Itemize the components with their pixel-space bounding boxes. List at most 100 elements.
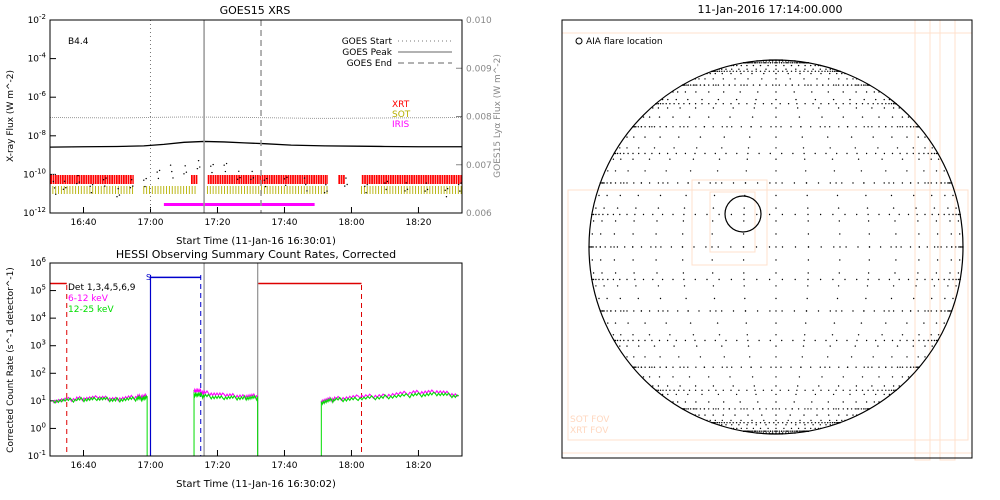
hessi-xtick-label: 17:20	[205, 461, 231, 471]
latitude-grid-dot	[730, 103, 732, 105]
longitude-grid-dot	[838, 220, 840, 222]
longitude-grid-dot	[640, 182, 643, 184]
longitude-grid-dot	[827, 91, 829, 93]
longitude-grid-dot	[718, 158, 721, 160]
longitude-grid-dot	[930, 334, 932, 336]
latitude-grid-dot	[777, 70, 779, 73]
latitude-grid-dot	[794, 278, 796, 281]
latitude-grid-dot	[661, 278, 664, 281]
legend-goes-start: GOES Start	[342, 37, 393, 47]
latitude-grid-dot	[924, 182, 926, 184]
longitude-grid-dot	[814, 98, 817, 101]
longitude-grid-dot	[846, 408, 849, 410]
latitude-grid-dot	[610, 246, 612, 248]
longitude-grid-dot	[655, 259, 657, 261]
latitude-grid-dot	[865, 152, 868, 155]
longitude-grid-dot	[775, 310, 777, 312]
latitude-grid-dot	[817, 182, 820, 184]
goes-short-channel-point	[156, 171, 158, 173]
longitude-grid-dot	[614, 170, 617, 172]
latitude-grid-dot	[794, 213, 796, 216]
longitude-grid-dot	[883, 393, 885, 396]
latitude-grid-dot	[803, 70, 805, 73]
longitude-grid-dot	[685, 297, 687, 300]
longitude-grid-dot	[746, 424, 748, 426]
latitude-grid-dot	[626, 213, 628, 216]
latitude-grid-dot	[818, 422, 820, 424]
longitude-grid-dot	[806, 194, 808, 197]
xrt-coverage-bar	[190, 175, 198, 184]
latitude-grid-dot	[738, 389, 740, 391]
latitude-grid-dot	[891, 366, 893, 368]
latitude-grid-dot	[624, 246, 626, 248]
latitude-grid-dot	[931, 278, 933, 281]
longitude-grid-dot	[878, 376, 880, 378]
longitude-grid-dot	[648, 158, 651, 160]
latitude-grid-dot	[746, 389, 748, 391]
latitude-grid-dot	[888, 103, 890, 105]
longitude-grid-dot	[601, 272, 603, 274]
longitude-grid-dot	[831, 334, 834, 336]
latitude-grid-dot	[957, 278, 960, 281]
latitude-grid-dot	[943, 213, 945, 216]
goes-short-channel-point	[157, 177, 160, 180]
longitude-grid-dot	[825, 68, 827, 70]
longitude-grid-dot	[814, 427, 816, 430]
longitude-grid-dot	[715, 408, 717, 410]
latitude-grid-dot	[888, 278, 891, 281]
latitude-grid-dot	[827, 422, 829, 424]
longitude-grid-dot	[842, 91, 844, 93]
longitude-grid-dot	[918, 233, 920, 235]
latitude-grid-dot	[804, 389, 806, 391]
latitude-grid-dot	[916, 278, 918, 281]
latitude-grid-dot	[856, 152, 858, 155]
goes-short-channel-point	[263, 179, 266, 181]
latitude-grid-dot	[672, 213, 674, 216]
latitude-grid-dot	[854, 408, 856, 410]
longitude-grid-dot	[804, 424, 806, 426]
longitude-grid-dot	[907, 116, 910, 118]
longitude-grid-dot	[899, 366, 901, 368]
longitude-grid-dot	[599, 246, 601, 248]
latitude-grid-dot	[751, 62, 754, 64]
latitude-grid-dot	[931, 152, 933, 155]
latitude-grid-dot	[896, 366, 899, 368]
longitude-grid-dot	[775, 385, 777, 387]
longitude-grid-dot	[775, 334, 777, 336]
longitude-grid-dot	[936, 259, 939, 261]
latitude-grid-dot	[659, 389, 662, 391]
longitude-grid-dot	[731, 424, 733, 426]
longitude-grid-dot	[775, 424, 777, 426]
longitude-grid-dot	[754, 62, 756, 64]
latitude-grid-dot	[829, 422, 831, 424]
longitude-grid-dot	[849, 393, 851, 396]
goes-ytick-label: 10-8	[28, 129, 46, 142]
longitude-grid-dot	[927, 310, 929, 312]
latitude-grid-dot	[960, 246, 962, 248]
latitude-grid-dot	[831, 70, 834, 73]
longitude-grid-dot	[795, 393, 797, 396]
longitude-grid-dot	[875, 393, 877, 396]
longitude-grid-dot	[732, 107, 734, 109]
goes-ylabel-right: GOES15 Lyα Flux (W m^-2)	[493, 54, 503, 178]
latitude-grid-dot	[751, 430, 754, 432]
longitude-grid-dot	[940, 310, 942, 312]
longitude-grid-dot	[714, 419, 716, 422]
latitude-grid-dot	[684, 339, 687, 342]
latitude-grid-dot	[642, 278, 645, 281]
latitude-grid-dot	[796, 103, 798, 105]
longitude-grid-dot	[812, 68, 814, 70]
longitude-grid-dot	[775, 207, 777, 209]
longitude-grid-dot	[909, 310, 912, 312]
goes-short-channel-point	[364, 185, 366, 187]
goes-plot-area: 10-12 10-10 10-8 10-6 10-4 10-2 0.006 0.007 0.00…	[23, 13, 492, 228]
longitude-grid-dot	[810, 64, 812, 67]
longitude-grid-dot	[824, 366, 826, 368]
longitude-grid-dot	[837, 385, 840, 387]
longitude-grid-dot	[775, 393, 777, 396]
longitude-grid-dot	[653, 345, 656, 347]
latitude-grid-dot	[740, 408, 742, 410]
latitude-grid-dot	[835, 103, 837, 105]
longitude-grid-dot	[704, 78, 706, 80]
latitude-grid-dot	[683, 389, 685, 391]
